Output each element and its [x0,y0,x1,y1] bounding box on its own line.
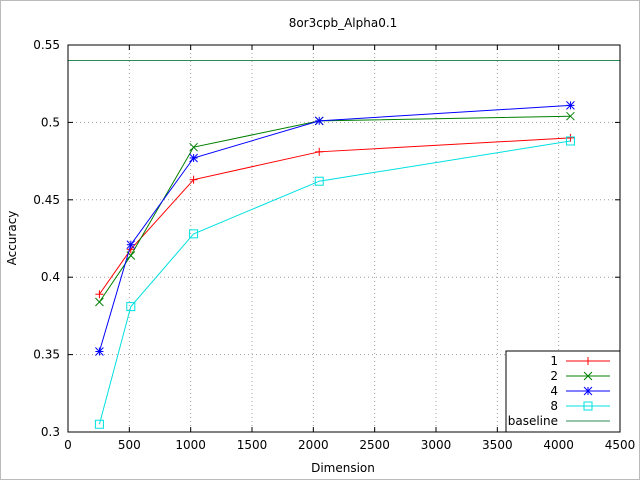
data-point-marker [94,419,104,429]
y-tick-label: 0.55 [33,38,60,52]
legend-label: 8 [550,399,558,413]
data-point [189,175,198,184]
x-tick-label: 1000 [175,438,206,452]
legend-marker [583,371,593,381]
data-point-marker [95,347,104,356]
x-tick-label: 2000 [298,438,329,452]
data-point [189,142,198,152]
legend-item: 4 [550,384,610,398]
data-point-marker [566,101,575,110]
data-point [126,240,136,250]
data-point-marker [126,251,136,260]
legend-item: baseline [508,414,610,428]
series-1 [95,133,575,299]
data-point-marker [189,229,199,239]
data-point [314,176,324,186]
data-point [565,136,575,146]
data-point [94,419,104,429]
data-point-marker [314,116,324,126]
data-point [126,302,136,312]
data-point [189,153,198,163]
data-point [315,147,324,156]
legend-label: baseline [508,414,558,428]
legend-marker [583,386,593,396]
legend-item: 1 [550,354,610,368]
x-tick-label: 2500 [359,438,390,452]
data-point [566,133,575,142]
series-8 [94,136,575,429]
data-point [189,229,199,239]
plot-frame [67,44,621,433]
y-axis-label: Accuracy [5,211,19,266]
legend-label: 2 [550,369,558,383]
data-point [314,116,324,126]
y-tick-label: 0.35 [33,348,60,362]
x-tick-label: 3500 [482,438,513,452]
x-tick-label: 3000 [421,438,452,452]
data-point [566,101,575,110]
x-tick-label: 500 [118,438,141,452]
series-line [98,140,571,425]
data-point-marker [126,302,136,312]
x-tick-label: 1500 [237,438,268,452]
data-point [95,297,104,307]
x-axis-label: Dimension [311,461,375,475]
legend-marker [583,401,593,411]
data-point-marker [565,136,575,146]
data-point-marker [95,297,104,307]
legend-label: 1 [550,354,558,368]
y-tick-label: 0.5 [41,115,60,129]
data-point-marker [566,111,575,121]
x-tick-label: 4500 [605,438,636,452]
data-point [95,290,104,299]
y-tick-label: 0.3 [41,425,60,439]
x-tick-label: 0 [64,438,72,452]
data-point-marker [189,142,198,152]
legend-item: 8 [550,399,610,413]
data-point [95,347,104,356]
legend-item: 2 [550,369,610,383]
chart-title: 8or3cpb_Alpha0.1 [289,16,398,30]
data-point [566,111,575,121]
axis-ticks: 0 500 1000 1500 2000 2500 3000 3500 4000 4500 0.3 0… [33,38,635,452]
y-tick-label: 0.4 [41,270,60,284]
series-lines [68,59,620,429]
y-tick-label: 0.45 [33,193,60,207]
series-4 [95,101,575,356]
data-point-marker [189,153,198,163]
data-point-marker [314,176,324,186]
data-point-marker [126,240,136,250]
legend-label: 4 [550,384,558,398]
x-tick-label: 4000 [543,438,574,452]
